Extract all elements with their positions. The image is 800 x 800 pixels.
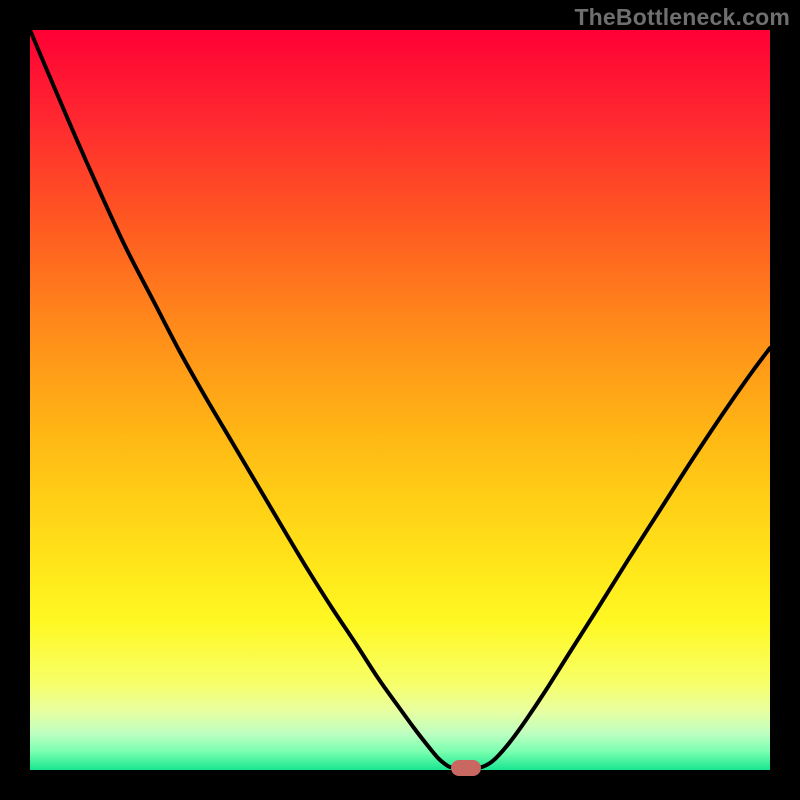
watermark-text: TheBottleneck.com [574, 4, 790, 31]
plot-gradient [30, 30, 770, 770]
chart-container: TheBottleneck.com [0, 0, 800, 800]
minimum-marker [451, 760, 481, 776]
bottleneck-chart [0, 0, 800, 800]
